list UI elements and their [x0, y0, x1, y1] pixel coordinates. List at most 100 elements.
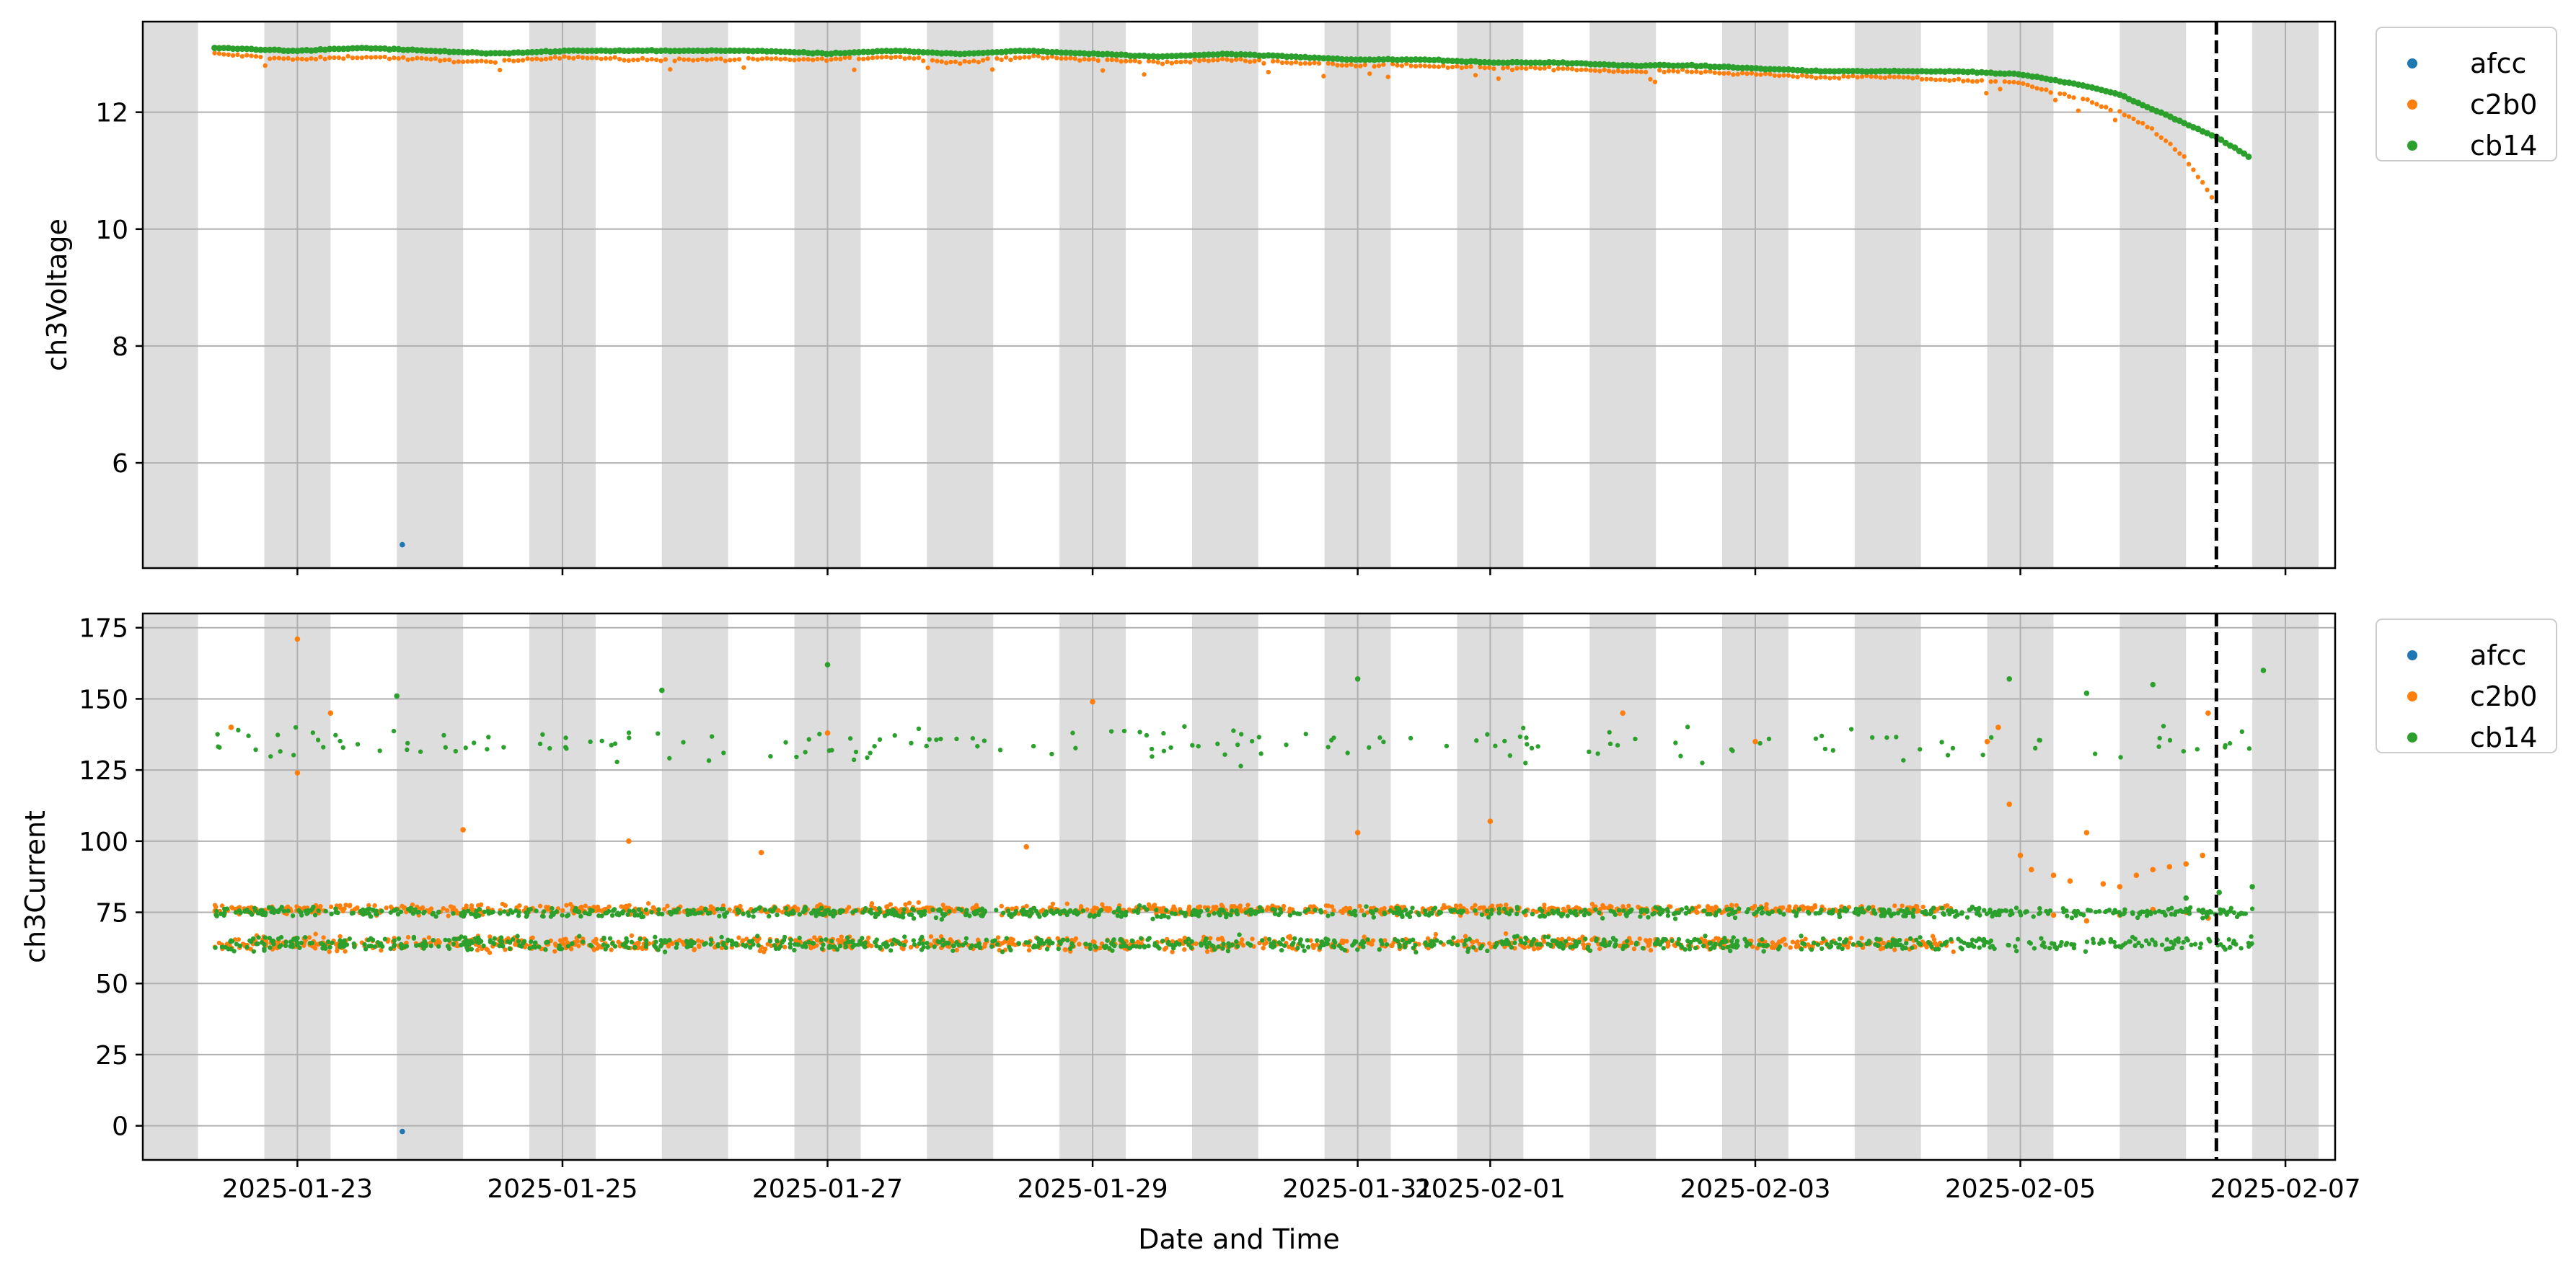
current-point-cb14	[792, 947, 797, 953]
current-point-cb14	[516, 913, 521, 918]
voltage-point-c2b0	[1372, 63, 1377, 69]
current-x-tick-label: 2025-02-01	[1415, 1174, 1566, 1204]
current-point-cb14	[363, 947, 369, 952]
voltage-point-c2b0	[382, 54, 387, 60]
voltage-point-c2b0	[1459, 65, 1465, 71]
voltage-point-c2b0	[1496, 76, 1501, 81]
current-point-cb14	[402, 944, 407, 949]
current-point-cb14	[843, 944, 849, 949]
current-point-cb14	[1837, 936, 1843, 942]
current-point-c2b0	[835, 937, 841, 943]
current-point-cb14	[2065, 913, 2070, 918]
current-point-c2b0	[1329, 904, 1335, 909]
current-point-c2b0	[591, 947, 597, 952]
current-point-cb14	[1220, 946, 1225, 951]
current-point-cb14	[1724, 939, 1729, 944]
voltage-point-c2b0	[865, 56, 870, 61]
current-point-cb14	[223, 944, 229, 950]
voltage-point-cb14	[948, 50, 955, 57]
current-point-cb14	[1186, 936, 1191, 942]
current-point-c2b0	[1050, 901, 1056, 906]
current-plot-area	[143, 613, 2335, 1160]
current-point-c2b0	[824, 730, 831, 736]
current-point-cb14	[270, 938, 275, 944]
current-point-c2b0	[410, 902, 415, 908]
voltage-point-c2b0	[902, 56, 907, 61]
current-point-c2b0	[379, 948, 384, 953]
current-point-c2b0	[1716, 936, 1721, 942]
current-point-cb14	[2132, 936, 2138, 942]
current-point-cb14	[797, 935, 802, 941]
current-point-c2b0	[812, 935, 817, 940]
current-point-cb14	[515, 934, 520, 939]
current-point-c2b0	[1207, 936, 1213, 941]
current-point-cb14	[1399, 909, 1404, 915]
current-point-cb14	[1931, 905, 1936, 911]
current-point-cb14	[1160, 939, 1165, 944]
current-point-c2b0	[903, 902, 908, 907]
current-point-cb14	[865, 755, 870, 761]
current-point-cb14	[2167, 737, 2173, 743]
current-point-c2b0	[1489, 903, 1495, 908]
current-point-c2b0	[1776, 939, 1782, 944]
voltage-point-c2b0	[267, 56, 273, 61]
voltage-point-cb14	[1831, 68, 1838, 75]
current-point-cb14	[901, 911, 906, 916]
current-point-cb14	[984, 937, 989, 942]
voltage-point-cb14	[423, 48, 430, 55]
voltage-point-c2b0	[645, 57, 650, 63]
voltage-point-c2b0	[304, 57, 309, 62]
current-point-c2b0	[665, 903, 670, 908]
current-point-c2b0	[1362, 934, 1367, 939]
voltage-point-c2b0	[1768, 71, 1773, 77]
current-point-cb14	[708, 942, 713, 947]
current-point-cb14	[1703, 934, 1708, 939]
voltage-point-c2b0	[1928, 76, 1933, 81]
current-point-c2b0	[792, 904, 798, 910]
current-point-c2b0	[1881, 941, 1887, 946]
current-point-cb14	[632, 913, 638, 918]
voltage-point-c2b0	[819, 56, 825, 61]
current-point-cb14	[1326, 937, 1331, 942]
current-y-tick-label: 50	[95, 970, 128, 999]
current-point-c2b0	[333, 942, 339, 947]
voltage-point-c2b0	[1284, 60, 1289, 65]
current-point-cb14	[2198, 941, 2204, 947]
voltage-point-c2b0	[713, 56, 719, 61]
voltage-point-cb14	[1246, 51, 1253, 58]
voltage-point-cb14	[1982, 69, 1990, 76]
current-point-cb14	[1041, 941, 1046, 946]
current-point-cb14	[788, 937, 793, 942]
current-point-cb14	[1207, 913, 1212, 918]
current-point-cb14	[1212, 911, 1217, 916]
current-point-c2b0	[1859, 936, 1864, 941]
current-point-cb14	[783, 740, 788, 745]
voltage-point-cb14	[782, 48, 789, 56]
current-point-cb14	[1965, 943, 1971, 948]
current-point-cb14	[462, 942, 467, 947]
voltage-night-band	[661, 22, 728, 568]
voltage-point-cb14	[1329, 55, 1336, 62]
current-point-c2b0	[1600, 903, 1605, 908]
current-point-cb14	[2049, 941, 2055, 946]
current-point-cb14	[1321, 942, 1327, 948]
voltage-point-c2b0	[1754, 72, 1759, 77]
current-point-cb14	[1950, 745, 1956, 751]
current-point-cb14	[1700, 761, 1705, 766]
current-point-cb14	[1373, 907, 1379, 913]
current-point-cb14	[938, 736, 943, 742]
voltage-point-c2b0	[2048, 90, 2053, 95]
current-point-c2b0	[1100, 902, 1105, 907]
current-point-cb14	[2113, 944, 2118, 949]
current-point-cb14	[1402, 942, 1408, 947]
voltage-point-cb14	[685, 47, 692, 54]
voltage-point-cb14	[1854, 67, 1861, 74]
current-point-c2b0	[2133, 872, 2140, 879]
current-point-cb14	[876, 905, 882, 911]
current-point-cb14	[2189, 942, 2194, 947]
current-point-cb14	[1933, 947, 1938, 952]
current-point-cb14	[303, 908, 308, 913]
current-point-cb14	[772, 943, 777, 948]
current-point-c2b0	[1369, 942, 1375, 947]
voltage-point-c2b0	[653, 57, 659, 63]
